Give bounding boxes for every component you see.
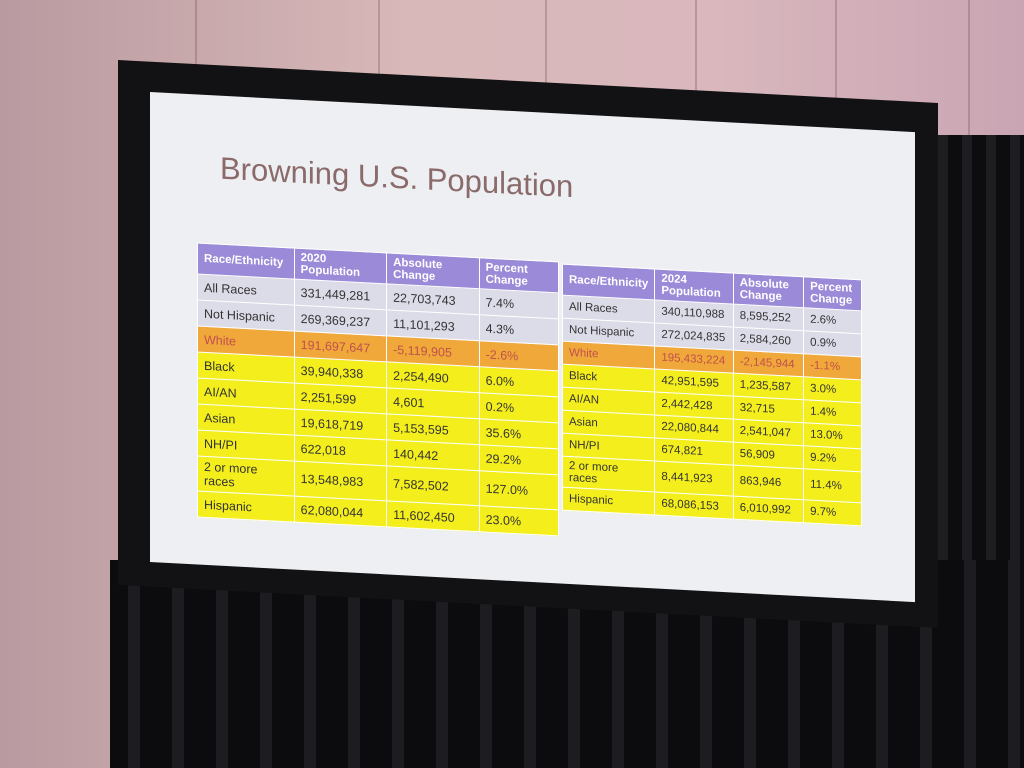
header-cell: Absolute Change: [386, 252, 480, 289]
header-cell: Race/Ethnicity: [197, 242, 295, 280]
table-cell: Hispanic: [197, 490, 295, 523]
table-cell: 9.7%: [803, 499, 862, 526]
header-cell: Percent Change: [803, 276, 862, 311]
table-cell: 3.0%: [803, 376, 862, 403]
table-cell: 11.4%: [803, 468, 862, 503]
table-cell: 1.4%: [803, 399, 862, 426]
table-cell: 9.2%: [803, 445, 862, 472]
table-cell: 11,602,450: [386, 500, 480, 532]
table-cell: 68,086,153: [654, 491, 734, 520]
table-cell: 8,441,923: [654, 460, 734, 497]
table-cell: 62,080,044: [294, 496, 387, 527]
table-cell: 13,548,983: [294, 461, 387, 501]
slide: Browning U.S. Population Race/Ethnicity 2…: [150, 92, 915, 603]
table-cell: 0.9%: [803, 330, 862, 357]
table-cell: 23.0%: [479, 505, 559, 536]
table-cell: 2.6%: [803, 307, 862, 334]
table-cell: 6,010,992: [733, 496, 804, 523]
table-cell: Hispanic: [562, 487, 655, 515]
slide-title: Browning U.S. Population: [220, 150, 574, 205]
table-cell: 127.0%: [479, 470, 559, 510]
header-cell: Race/Ethnicity: [562, 264, 655, 300]
table-cell: 863,946: [733, 465, 804, 500]
header-cell: Absolute Change: [733, 273, 804, 308]
header-cell: 2024 Population: [654, 268, 734, 305]
table-cell: 2 or more races: [562, 456, 655, 492]
table-cell: 13.0%: [803, 422, 862, 449]
table-cell: 2 or more races: [197, 455, 295, 497]
table: Race/Ethnicity 2024 Population Absolute Ch…: [562, 264, 862, 527]
table-cell: -1.1%: [803, 353, 862, 380]
table: Race/Ethnicity 2020 Population Absolute Ch…: [197, 242, 559, 536]
header-cell: Percent Change: [479, 257, 559, 293]
table-cell: 7,582,502: [386, 465, 480, 506]
header-cell: 2020 Population: [294, 248, 387, 284]
